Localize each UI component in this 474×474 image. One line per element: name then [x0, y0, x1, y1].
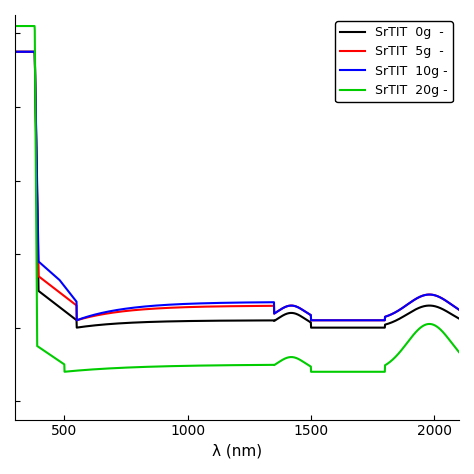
SrTIT  0g  -	[228, 318, 234, 323]
SrTIT  5g  -	[456, 307, 462, 312]
SrTIT  20g -	[35, 344, 40, 349]
SrTIT  20g -	[456, 349, 462, 355]
SrTIT  10g -	[444, 298, 449, 304]
SrTIT  0g  -	[444, 308, 449, 314]
Legend: SrTIT  0g  -, SrTIT  5g  -, SrTIT  10g -, SrTIT  20g -: SrTIT 0g -, SrTIT 5g -, SrTIT 10g -, SrT…	[335, 21, 453, 102]
SrTIT  0g  -	[35, 238, 40, 244]
Line: SrTIT  5g  -: SrTIT 5g -	[15, 52, 459, 320]
SrTIT  0g  -	[362, 325, 368, 330]
SrTIT  5g  -	[216, 303, 222, 309]
SrTIT  10g -	[443, 298, 449, 304]
SrTIT  5g  -	[12, 49, 18, 55]
SrTIT  0g  -	[308, 325, 314, 330]
SrTIT  5g  -	[35, 226, 40, 232]
Line: SrTIT  0g  -: SrTIT 0g -	[15, 52, 459, 328]
SrTIT  10g -	[12, 49, 18, 55]
SrTIT  5g  -	[308, 318, 314, 323]
SrTIT  20g -	[443, 333, 449, 338]
SrTIT  20g -	[228, 362, 234, 368]
SrTIT  5g  -	[444, 298, 449, 304]
SrTIT  10g -	[308, 318, 314, 323]
SrTIT  5g  -	[228, 303, 234, 309]
SrTIT  0g  -	[12, 49, 18, 55]
SrTIT  20g -	[444, 333, 449, 339]
SrTIT  5g  -	[443, 298, 449, 304]
SrTIT  10g -	[362, 318, 368, 323]
SrTIT  10g -	[35, 215, 40, 220]
Line: SrTIT  10g -: SrTIT 10g -	[15, 52, 459, 320]
SrTIT  0g  -	[443, 308, 449, 314]
SrTIT  10g -	[228, 300, 234, 306]
Line: SrTIT  20g -: SrTIT 20g -	[15, 26, 459, 372]
SrTIT  0g  -	[456, 316, 462, 321]
SrTIT  20g -	[12, 23, 18, 29]
SrTIT  10g -	[456, 307, 462, 312]
SrTIT  10g -	[216, 300, 222, 306]
SrTIT  0g  -	[216, 318, 222, 324]
SrTIT  20g -	[308, 369, 314, 374]
SrTIT  20g -	[216, 363, 222, 368]
X-axis label: λ (nm): λ (nm)	[212, 444, 262, 459]
SrTIT  20g -	[362, 369, 368, 374]
SrTIT  5g  -	[362, 318, 368, 323]
